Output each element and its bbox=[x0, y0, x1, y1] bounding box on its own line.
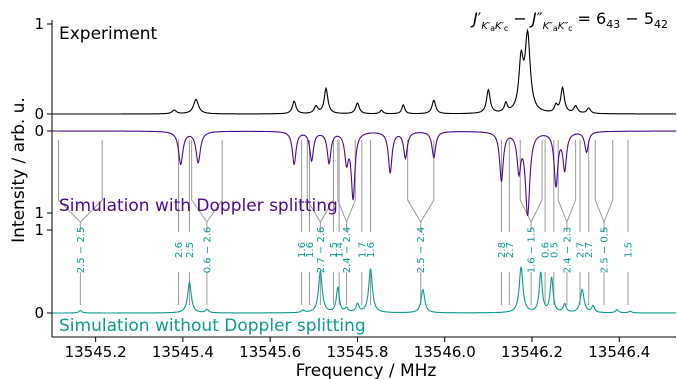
tie-line bbox=[80, 140, 103, 223]
y-tick-label: 1 bbox=[34, 15, 44, 33]
assignment-label: 0.5 bbox=[549, 242, 560, 258]
x-tick-label: 13546.2 bbox=[501, 343, 563, 361]
y-tick-label: 0 bbox=[34, 122, 44, 140]
panel-label-doppler: Simulation with Doppler splitting bbox=[59, 196, 338, 216]
assignment-label: 1.4 bbox=[335, 242, 346, 258]
tie-line bbox=[566, 140, 577, 223]
assignment-label: 1.6 bbox=[297, 242, 308, 258]
x-tick-label: 13545.4 bbox=[152, 343, 214, 361]
assignment-label: 2.7 − 2.6 bbox=[316, 227, 327, 274]
tie-line bbox=[557, 140, 568, 232]
assignment-label: 2.5 − 2.5 bbox=[76, 227, 87, 274]
assignment-11: 1.6 bbox=[366, 140, 377, 305]
assignment-18: 2.4 − 2.3 bbox=[557, 140, 577, 305]
y-tick-label: 1 bbox=[34, 221, 44, 239]
assignment-label: 1.6 bbox=[366, 242, 377, 258]
x-axis-label: Frequency / MHz bbox=[296, 361, 437, 379]
tie-line bbox=[603, 140, 614, 223]
assignment-20: 2.7 bbox=[584, 140, 595, 305]
assignment-label: 2.5 − 0.5 bbox=[600, 227, 611, 274]
y-axis-label: Intensity / arb. u. bbox=[9, 97, 29, 243]
assignment-0: 2.5 − 2.5 bbox=[58, 140, 103, 305]
assignment-label: 1.5 bbox=[624, 242, 635, 258]
assignment-lines: 2.5 − 2.5 2.6 2.5 0.6 − 2.6 1.61.6 2.7 − 2.6 1… bbox=[58, 140, 635, 305]
assignment-label: 2.8 bbox=[497, 242, 508, 258]
assignment-2: 2.5 bbox=[185, 140, 196, 305]
y-tick-label: 0 bbox=[34, 105, 44, 123]
x-tick-label: 13546.4 bbox=[588, 343, 650, 361]
assignment-label: 2.4 − 2.3 bbox=[562, 227, 573, 274]
tie-line bbox=[420, 140, 435, 223]
assignment-label: 0.6 bbox=[541, 242, 552, 258]
assignment-3: 0.6 − 2.6 bbox=[191, 140, 223, 305]
assignment-21: 2.5 − 0.5 bbox=[594, 140, 614, 305]
assignment-16: 0.6 bbox=[541, 140, 552, 305]
tie-line bbox=[206, 140, 223, 223]
assignment-label: 1.7 bbox=[357, 242, 368, 258]
assignment-7: 1.5 bbox=[329, 140, 340, 305]
assignment-label: 2.7 bbox=[505, 242, 516, 258]
tie-line bbox=[58, 140, 81, 232]
axes: 13545.2 13545.4 13545.6 13545.8 13546.0 13546… bbox=[34, 15, 676, 361]
assignment-14: 2.7 bbox=[505, 140, 516, 305]
trace-0 bbox=[52, 28, 676, 115]
x-tick-label: 13546.0 bbox=[414, 343, 476, 361]
x-tick-label: 13545.2 bbox=[65, 343, 127, 361]
assignment-label: 2.5 − 2.4 bbox=[416, 227, 427, 274]
tie-line bbox=[337, 140, 348, 232]
assignment-10: 1.7 bbox=[357, 140, 368, 305]
tie-line bbox=[407, 140, 422, 232]
assignment-label: 2.7 bbox=[584, 242, 595, 258]
x-tick-label: 13545.8 bbox=[326, 343, 388, 361]
trace-1 bbox=[52, 130, 676, 217]
assignment-label: 1.5 bbox=[329, 242, 340, 258]
assignment-label: 1.6 bbox=[305, 242, 316, 258]
assignment-label: 2.5 bbox=[185, 242, 196, 258]
trace-2 bbox=[52, 266, 676, 314]
tie-line bbox=[191, 140, 208, 232]
tie-line bbox=[594, 140, 605, 232]
assignment-label: 2.6 bbox=[174, 242, 185, 258]
assignment-5: 1.6 bbox=[305, 140, 316, 305]
x-tick-label: 13545.6 bbox=[239, 343, 301, 361]
assignment-label: 2.7 bbox=[576, 242, 587, 258]
tie-line bbox=[530, 140, 543, 223]
assignment-6: 2.7 − 2.6 bbox=[306, 140, 334, 305]
assignment-4: 1.6 bbox=[297, 140, 308, 305]
assignment-label: 2.4 − 2.4 bbox=[342, 227, 353, 274]
assignment-label: 1.6 − 1.5 bbox=[527, 227, 538, 274]
assignment-13: 2.8 bbox=[497, 140, 508, 305]
tie-line bbox=[306, 140, 321, 232]
y-tick-label: 0 bbox=[34, 304, 44, 322]
assignment-label: 0.6 − 2.6 bbox=[202, 227, 213, 274]
panel-label-no-doppler: Simulation without Doppler splitting bbox=[59, 316, 366, 336]
assignment-12: 2.5 − 2.4 bbox=[407, 140, 435, 305]
spectrum-traces bbox=[52, 28, 676, 314]
assignment-22: 1.5 bbox=[624, 140, 635, 305]
assignment-1: 2.6 bbox=[174, 140, 185, 305]
panel-label-experiment: Experiment bbox=[59, 24, 158, 44]
assignment-19: 2.7 bbox=[576, 140, 587, 305]
y-tick-label: 1 bbox=[34, 204, 44, 222]
transition-label: J′K′aK′c − J″K″aK″c = 643 − 542 bbox=[470, 9, 668, 33]
assignment-8: 1.4 bbox=[335, 140, 346, 305]
